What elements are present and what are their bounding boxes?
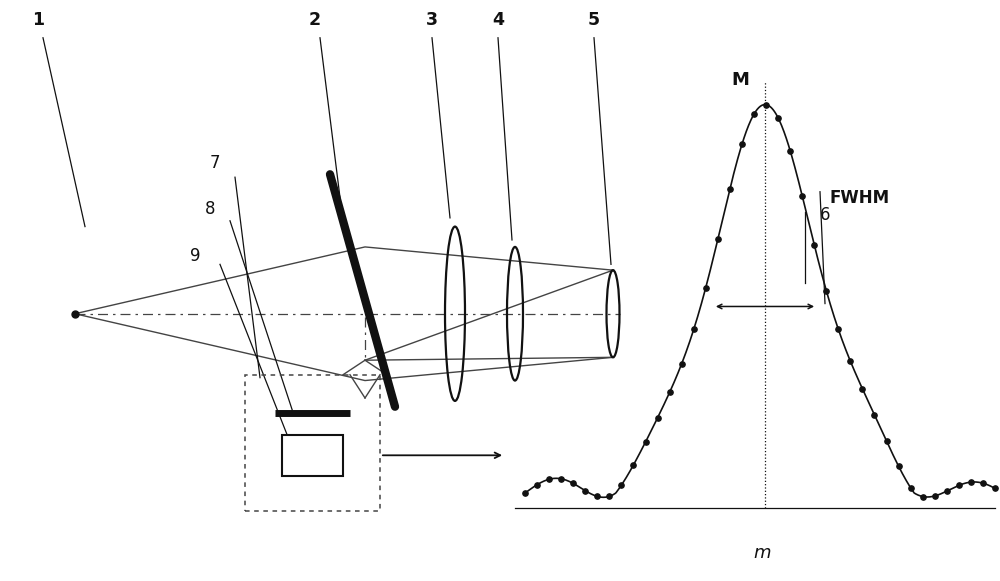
Text: 8: 8 bbox=[205, 200, 215, 218]
Text: $m$: $m$ bbox=[753, 544, 771, 562]
Text: 5: 5 bbox=[588, 12, 600, 29]
Text: 7: 7 bbox=[210, 154, 220, 171]
Text: 9: 9 bbox=[190, 247, 200, 264]
Text: FWHM: FWHM bbox=[830, 189, 890, 206]
Text: 6: 6 bbox=[820, 206, 830, 224]
Text: 4: 4 bbox=[492, 12, 504, 29]
Text: 2: 2 bbox=[309, 12, 321, 29]
FancyBboxPatch shape bbox=[282, 435, 343, 476]
Text: 3: 3 bbox=[426, 12, 438, 29]
Text: M: M bbox=[731, 71, 749, 89]
Text: 1: 1 bbox=[32, 12, 44, 29]
